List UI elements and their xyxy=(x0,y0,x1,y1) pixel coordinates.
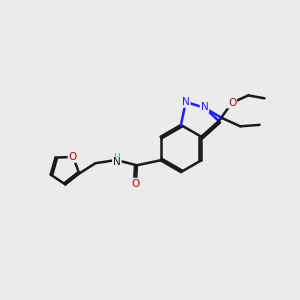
Text: O: O xyxy=(228,98,236,108)
Text: O: O xyxy=(132,178,140,188)
Text: H: H xyxy=(113,153,120,162)
Text: O: O xyxy=(68,152,77,162)
Text: N: N xyxy=(182,97,190,107)
Text: N: N xyxy=(113,158,121,167)
Text: N: N xyxy=(201,102,208,112)
